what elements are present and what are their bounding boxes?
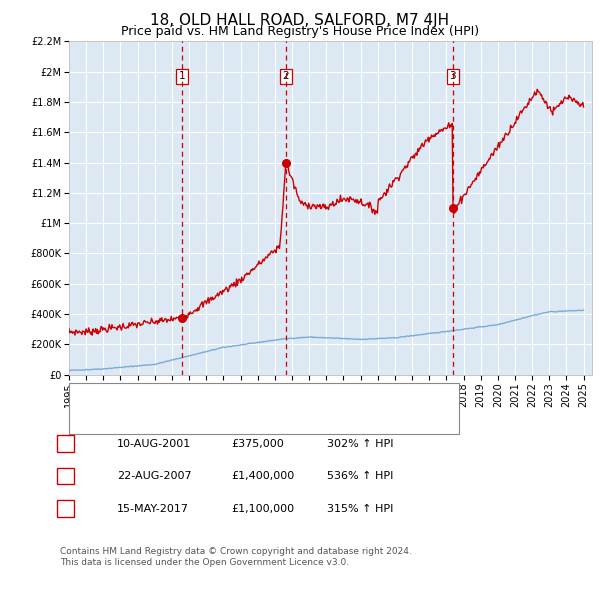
Text: 2: 2 xyxy=(283,71,289,81)
Text: 315% ↑ HPI: 315% ↑ HPI xyxy=(327,504,394,513)
Text: £1,100,000: £1,100,000 xyxy=(231,504,294,513)
Text: 3: 3 xyxy=(449,71,456,81)
Text: Contains HM Land Registry data © Crown copyright and database right 2024.: Contains HM Land Registry data © Crown c… xyxy=(60,546,412,556)
Text: 1: 1 xyxy=(62,439,69,448)
Text: 302% ↑ HPI: 302% ↑ HPI xyxy=(327,439,394,448)
Text: 18, OLD HALL ROAD, SALFORD, M7 4JH: 18, OLD HALL ROAD, SALFORD, M7 4JH xyxy=(151,13,449,28)
Text: £1,400,000: £1,400,000 xyxy=(231,471,294,481)
Text: Price paid vs. HM Land Registry's House Price Index (HPI): Price paid vs. HM Land Registry's House … xyxy=(121,25,479,38)
Text: HPI: Average price, detached house, Salford: HPI: Average price, detached house, Salf… xyxy=(107,415,353,425)
Text: 10-AUG-2001: 10-AUG-2001 xyxy=(117,439,191,448)
Text: This data is licensed under the Open Government Licence v3.0.: This data is licensed under the Open Gov… xyxy=(60,558,349,568)
Text: 22-AUG-2007: 22-AUG-2007 xyxy=(117,471,191,481)
Text: £375,000: £375,000 xyxy=(231,439,284,448)
Text: 18, OLD HALL ROAD, SALFORD, M7 4JH (detached house): 18, OLD HALL ROAD, SALFORD, M7 4JH (deta… xyxy=(107,392,427,402)
Text: 3: 3 xyxy=(62,504,69,513)
Text: 536% ↑ HPI: 536% ↑ HPI xyxy=(327,471,394,481)
Text: 1: 1 xyxy=(179,71,186,81)
Text: 15-MAY-2017: 15-MAY-2017 xyxy=(117,504,189,513)
Text: 2: 2 xyxy=(62,471,69,481)
